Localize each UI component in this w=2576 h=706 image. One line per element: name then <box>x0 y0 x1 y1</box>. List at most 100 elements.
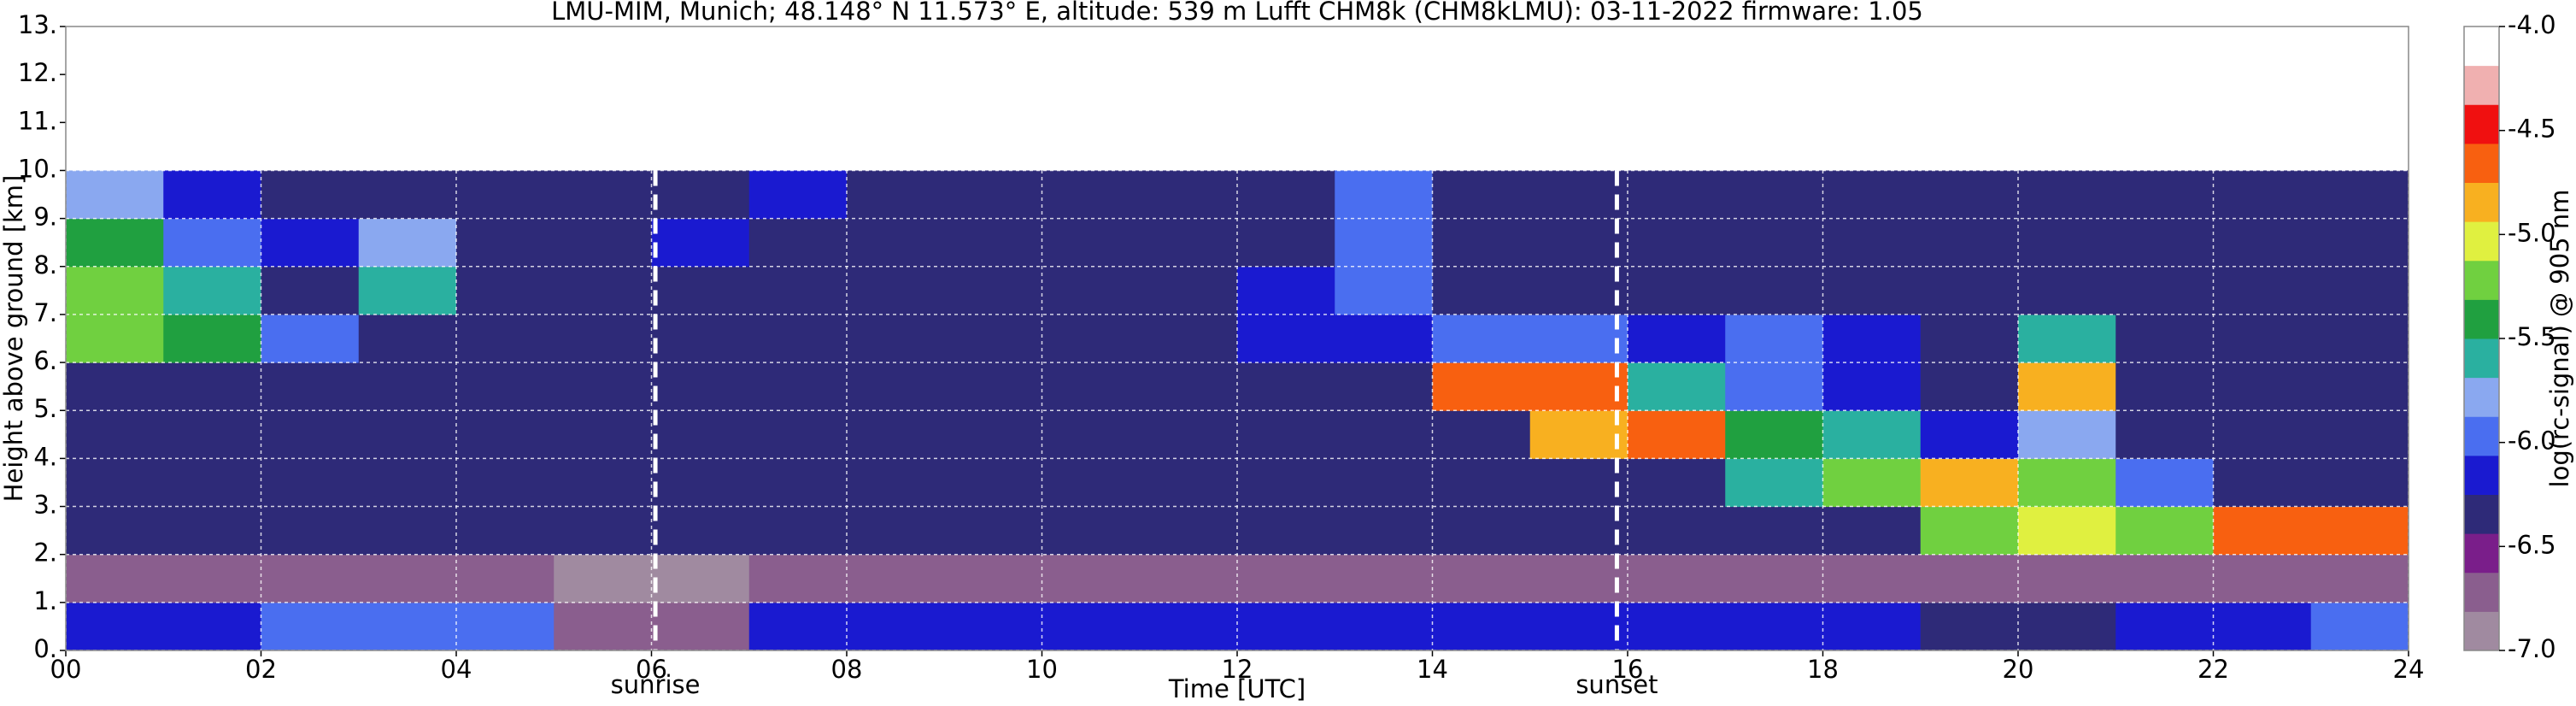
heatmap-cell <box>1920 554 2019 603</box>
heatmap-cell <box>554 170 652 220</box>
heatmap-cell <box>748 362 848 411</box>
heatmap-cell <box>1725 170 1823 220</box>
heatmap-cell <box>1822 170 1922 220</box>
heatmap-cell <box>944 314 1042 363</box>
heatmap-cell <box>2310 458 2409 508</box>
heatmap-cell <box>1628 506 1726 556</box>
heatmap-cell <box>1042 554 1141 603</box>
heatmap-cell <box>66 410 164 459</box>
heatmap-cell <box>554 554 652 603</box>
heatmap-cell <box>651 506 750 556</box>
y-tick-label: 11. <box>18 106 57 135</box>
heatmap-cell <box>1139 218 1238 268</box>
heatmap-cell <box>748 458 848 508</box>
heatmap-cell <box>163 170 261 220</box>
heatmap-cell <box>2310 218 2409 268</box>
heatmap-cell <box>1920 314 2019 363</box>
heatmap-cell <box>847 458 945 508</box>
heatmap-cell <box>2310 266 2409 315</box>
heatmap-cell <box>748 266 848 315</box>
heatmap-cell <box>2310 602 2409 651</box>
heatmap-cell <box>2115 410 2214 459</box>
heatmap-cell <box>1042 410 1141 459</box>
heatmap-cell <box>1335 362 1433 411</box>
x-tick-label: 22 <box>2198 655 2229 684</box>
heatmap-cell <box>651 602 750 651</box>
colorbar-label: log(rc-signal) @ 905 nm <box>2545 190 2574 488</box>
colorbar-tick-label: -5.0 <box>2508 218 2556 247</box>
heatmap-cell <box>2115 266 2214 315</box>
heatmap-cell <box>1432 170 1531 220</box>
heatmap-cell <box>163 458 261 508</box>
colorbar-swatch <box>2464 611 2499 651</box>
heatmap-cell <box>261 554 360 603</box>
heatmap-cell <box>1237 602 1335 651</box>
heatmap-cell <box>2115 218 2214 268</box>
heatmap-cell <box>1139 266 1238 315</box>
heatmap-cell <box>1432 458 1531 508</box>
colorbar-tick-label: -6.0 <box>2508 427 2556 456</box>
heatmap-cell <box>163 314 261 363</box>
heatmap-cell <box>358 362 457 411</box>
heatmap-cell <box>2115 170 2214 220</box>
heatmap-cell <box>358 554 457 603</box>
heatmap-cell <box>456 362 555 411</box>
heatmap-cell <box>261 266 360 315</box>
heatmap-cell <box>2018 506 2116 556</box>
heatmap-cell <box>847 506 945 556</box>
heatmap-cell <box>554 314 652 363</box>
colorbar-swatch <box>2464 533 2499 574</box>
heatmap-cell <box>261 218 360 268</box>
heatmap-cell <box>2115 506 2214 556</box>
heatmap-cell <box>1628 314 1726 363</box>
heatmap-cell <box>66 314 164 363</box>
heatmap-cell <box>2018 410 2116 459</box>
heatmap-cell <box>163 362 261 411</box>
heatmap-cell <box>847 410 945 459</box>
x-tick-label: 16 <box>1612 655 1644 684</box>
heatmap-cell <box>748 410 848 459</box>
heatmap-cell <box>1237 266 1335 315</box>
heatmap-cell <box>1529 362 1628 411</box>
heatmap-cell <box>1335 266 1433 315</box>
heatmap-cell <box>651 314 750 363</box>
x-tick-label: 02 <box>245 655 277 684</box>
heatmap-cell <box>1725 602 1823 651</box>
heatmap-cell <box>66 602 164 651</box>
heatmap-cell <box>1237 362 1335 411</box>
heatmap-cell <box>1529 458 1628 508</box>
heatmap-cell <box>66 266 164 315</box>
heatmap-cell <box>1725 314 1823 363</box>
heatmap-cell <box>944 362 1042 411</box>
x-tick-label: 08 <box>831 655 863 684</box>
x-tick-label: 18 <box>1807 655 1839 684</box>
heatmap-cell <box>358 218 457 268</box>
heatmap-cell <box>651 218 750 268</box>
heatmap-cell <box>2018 314 2116 363</box>
heatmap-cell <box>1628 362 1726 411</box>
heatmap-cell <box>1432 266 1531 315</box>
y-tick-label: 12. <box>18 58 57 87</box>
heatmap-cell <box>1432 218 1531 268</box>
heatmap-cell <box>1432 410 1531 459</box>
heatmap-cell <box>2018 458 2116 508</box>
heatmap-cell <box>1042 506 1141 556</box>
heatmap-cell <box>748 170 848 220</box>
heatmap-cell <box>1139 314 1238 363</box>
y-tick-label: 9. <box>33 203 57 232</box>
heatmap-cell <box>1529 554 1628 603</box>
heatmap-cell <box>1237 554 1335 603</box>
heatmap-cell <box>163 554 261 603</box>
heatmap-cell <box>1725 362 1823 411</box>
heatmap-cell <box>2310 314 2409 363</box>
colorbar-swatch <box>2464 494 2499 534</box>
heatmap-cell <box>2310 362 2409 411</box>
heatmap-cell <box>1628 170 1726 220</box>
colorbar-swatch <box>2464 104 2499 144</box>
heatmap-cell <box>554 410 652 459</box>
colorbar-tick-label: -4.0 <box>2508 10 2556 39</box>
heatmap-cell <box>1237 218 1335 268</box>
heatmap-cell <box>1920 410 2019 459</box>
heatmap-cell <box>748 602 848 651</box>
heatmap-cell <box>847 170 945 220</box>
